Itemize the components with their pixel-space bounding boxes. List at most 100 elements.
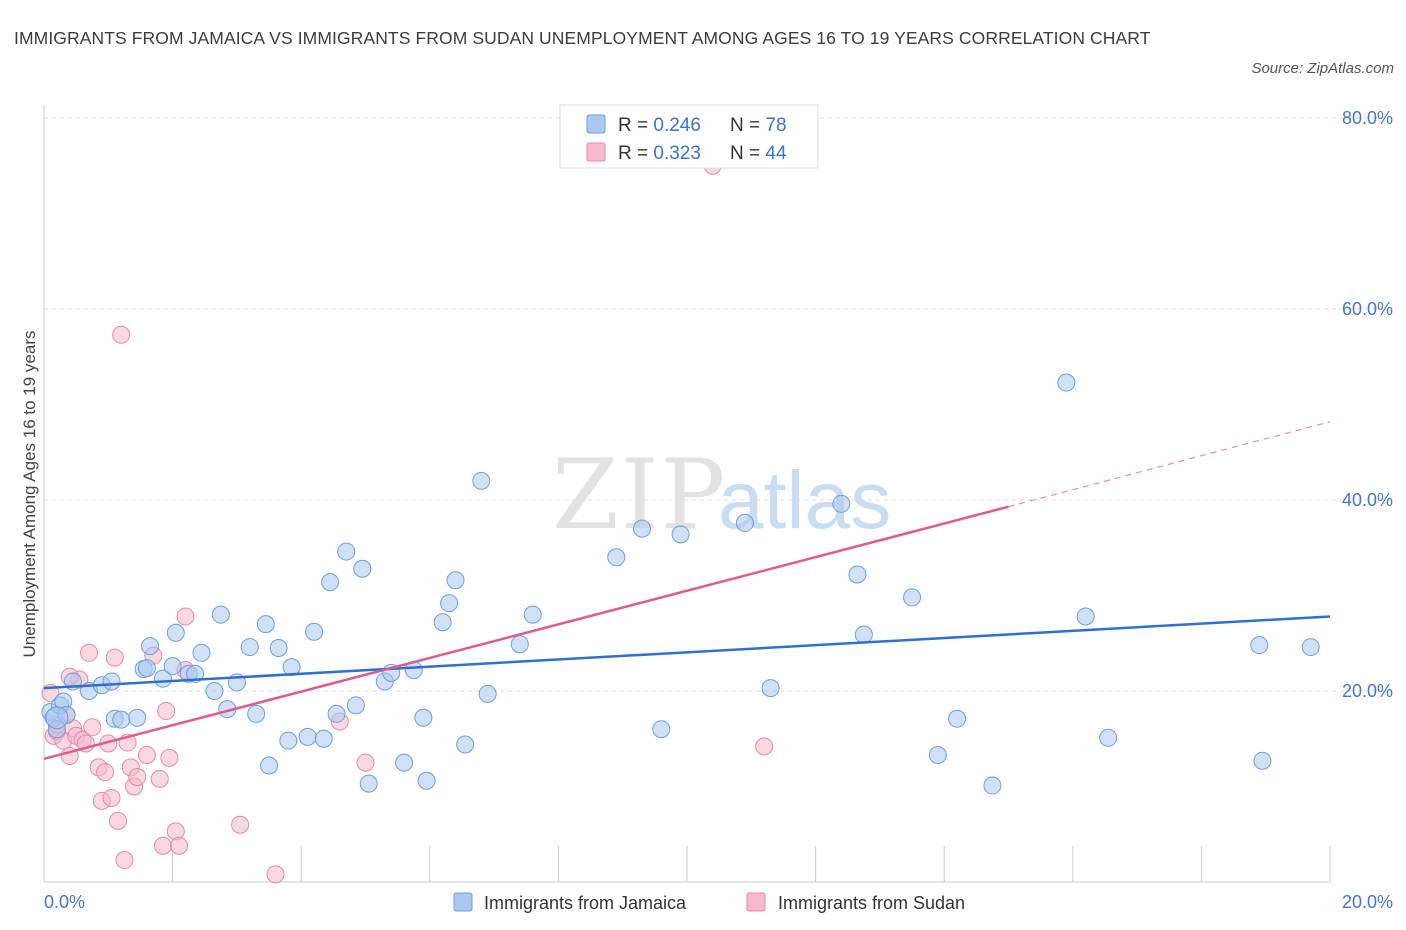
legend-n-value-sudan: 44 (765, 143, 787, 164)
jamaica-point (337, 542, 356, 561)
jamaica-point (256, 615, 275, 634)
x-tick-label: 0.0% (44, 892, 85, 912)
chart-title: IMMIGRANTS FROM JAMAICA VS IMMIGRANTS FR… (14, 28, 1151, 48)
bottom-legend-swatch-jamaica (453, 892, 473, 912)
jamaica-point (163, 657, 182, 676)
jamaica-point (1250, 636, 1269, 655)
sudan-point (231, 815, 250, 834)
sudan-point (160, 748, 179, 767)
jamaica-point (205, 682, 224, 700)
jamaica-point (1099, 728, 1118, 747)
jamaica-point (305, 622, 324, 641)
svg-text:N = 44: N = 44 (730, 143, 787, 164)
jamaica-point (607, 548, 626, 567)
legend-r-label: R = (618, 143, 653, 164)
jamaica-point (1253, 751, 1272, 770)
jamaica-point (983, 776, 1002, 795)
bottom-legend: Immigrants from Jamaica Immigrants from … (453, 892, 965, 913)
legend-n-label: N = (730, 115, 765, 136)
watermark-atlas: atlas (718, 455, 891, 546)
legend-r-value-jamaica: 0.246 (653, 115, 701, 136)
jamaica-point (472, 471, 491, 490)
legend-swatch-sudan (586, 142, 606, 162)
bottom-legend-sudan: Immigrants from Sudan (778, 893, 965, 913)
jamaica-point (632, 519, 651, 538)
legend-n-label: N = (730, 143, 765, 164)
y-tick-label: 60.0% (1342, 299, 1393, 319)
y-tick-label: 20.0% (1342, 681, 1393, 701)
jamaica-point (141, 637, 160, 656)
jamaica-point (652, 720, 671, 739)
jamaica-point (260, 756, 279, 775)
jamaica-point (166, 623, 185, 642)
jamaica-point (848, 565, 867, 584)
jamaica-point (903, 588, 922, 607)
svg-text:N = 78: N = 78 (730, 115, 787, 136)
bottom-legend-swatch-sudan (746, 892, 766, 912)
sudan-trend-line (43, 505, 1009, 761)
y-tick-label: 80.0% (1342, 108, 1393, 128)
sudan-point (266, 865, 285, 884)
svg-text:R = 0.246: R = 0.246 (618, 115, 701, 136)
jamaica-point (240, 638, 259, 657)
jamaica-point (102, 672, 121, 691)
jamaica-trend-line (43, 615, 1331, 690)
x-tick-label: 20.0% (1342, 892, 1393, 912)
jamaica-point (137, 659, 156, 678)
jamaica-point (282, 658, 301, 677)
jamaica-point (510, 635, 529, 654)
sudan-point (80, 643, 99, 662)
jamaica-point (395, 753, 414, 772)
bottom-legend-jamaica: Immigrants from Jamaica (484, 893, 687, 913)
jamaica-point (359, 774, 378, 793)
jamaica-point (735, 513, 754, 532)
jamaica-point (523, 605, 542, 624)
jamaica-point (327, 704, 346, 723)
sudan-point (102, 788, 121, 807)
jamaica-point (417, 771, 436, 790)
jamaica-point (433, 613, 452, 632)
jamaica-point (948, 709, 967, 728)
jamaica-point (478, 684, 497, 703)
jamaica-point (1076, 607, 1095, 626)
source-label: Source: ZipAtlas.com (1251, 60, 1394, 77)
sudan-point (112, 325, 131, 344)
x-ticks (172, 846, 1331, 882)
top-legend: R = 0.246 N = 78 R = 0.323 N = 44 (559, 104, 819, 169)
tick-labels: 20.0% 40.0% 60.0% 80.0% 0.0% 20.0% (44, 108, 1393, 912)
sudan-point (150, 769, 169, 788)
jamaica-point (761, 679, 780, 698)
sudan-point (96, 763, 115, 782)
sudan-point (83, 718, 102, 737)
jamaica-point (211, 605, 230, 624)
sudan-point (115, 851, 134, 870)
legend-swatch-jamaica (586, 114, 606, 134)
jamaica-point (446, 571, 465, 590)
sudan-point (176, 607, 195, 626)
jamaica-point (854, 625, 873, 644)
jamaica-point (456, 735, 475, 754)
sudan-point (157, 702, 176, 721)
jamaica-point (671, 525, 690, 544)
sudan-point (128, 767, 147, 786)
jamaica-point (346, 696, 365, 715)
jamaica-point (247, 704, 266, 723)
sudan-point (108, 811, 127, 830)
jamaica-point (269, 639, 288, 658)
jamaica-point (321, 573, 340, 592)
jamaica-point (298, 727, 317, 746)
svg-text:R = 0.323: R = 0.323 (618, 143, 701, 164)
legend-n-value-jamaica: 78 (765, 115, 786, 136)
legend-r-value-sudan: 0.323 (653, 143, 701, 164)
jamaica-point (186, 664, 205, 683)
jamaica-point (112, 710, 131, 729)
sudan-point (137, 745, 156, 764)
sudan-point (105, 648, 124, 667)
sudan-point (153, 836, 172, 855)
jamaica-point (1301, 638, 1320, 657)
y-axis-label: Unemployment Among Ages 16 to 19 years (20, 331, 39, 658)
jamaica-point (128, 708, 147, 727)
sudan-point (170, 836, 189, 855)
sudan-point (356, 753, 375, 772)
